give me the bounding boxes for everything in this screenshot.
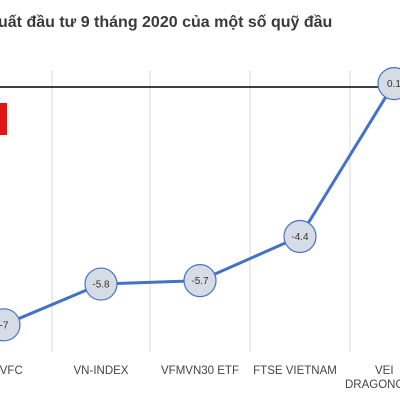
data-label: -4.4 <box>291 232 309 243</box>
category-label-1: VN-INDEX <box>73 365 129 377</box>
data-label: 0.1 <box>387 79 400 90</box>
data-label: -5.8 <box>92 280 110 291</box>
red-marker <box>0 103 7 135</box>
category-label-4: VEI DRAGONC <box>345 365 400 391</box>
category-label-3: FTSE VIETNAM <box>253 365 337 377</box>
chart-title: uất đầu tư 9 tháng 2020 của một số quỹ đ… <box>0 14 333 31</box>
data-point-marker <box>0 308 21 342</box>
category-label-0: i VFC <box>0 365 23 377</box>
category-label-2: VFMVN30 ETF <box>161 365 239 377</box>
data-label: -5.7 <box>191 276 209 287</box>
data-point-marker <box>183 264 217 298</box>
data-point-marker <box>283 219 317 254</box>
data-point-marker <box>84 267 118 301</box>
data-label: -7 <box>0 320 9 331</box>
data-point-marker <box>377 66 400 101</box>
